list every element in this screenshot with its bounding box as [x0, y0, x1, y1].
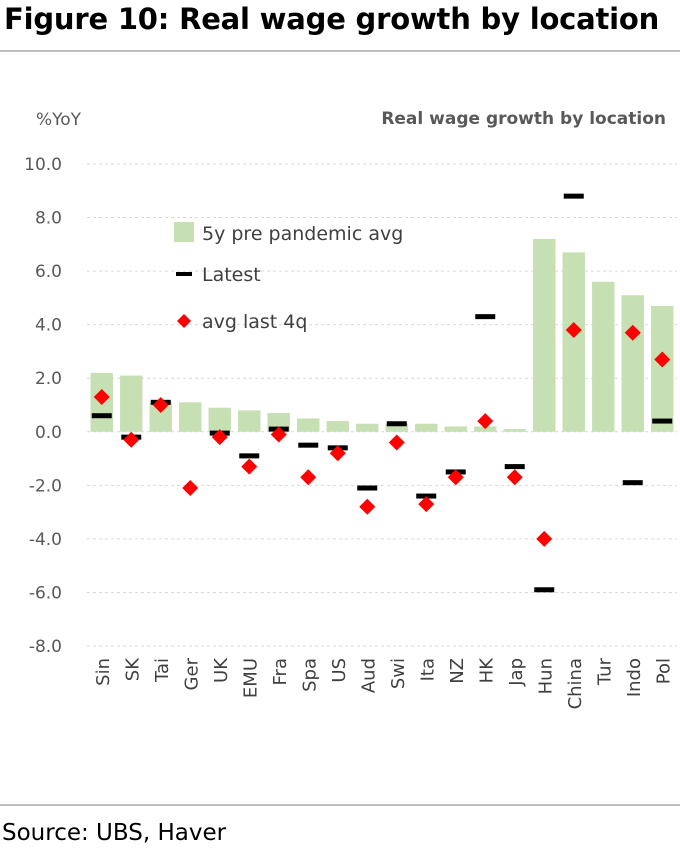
legend-swatch-avg	[177, 314, 191, 328]
avg-last-4q-marker	[270, 426, 287, 443]
legend-label-avg: avg last 4q	[202, 311, 307, 333]
top-divider	[0, 50, 680, 52]
y-tick-label: -2.0	[29, 476, 62, 496]
latest-marker	[298, 442, 319, 448]
category-label: Ita	[417, 658, 438, 681]
avg-last-4q-marker	[329, 445, 346, 462]
y-tick-label: 4.0	[35, 316, 62, 336]
y-tick-label: -8.0	[29, 637, 62, 657]
avg-last-4q-marker	[536, 530, 553, 547]
bar	[356, 423, 379, 432]
avg-last-4q-marker	[123, 431, 140, 448]
latest-series	[91, 193, 673, 593]
legend-label-latest: Latest	[202, 264, 261, 286]
bar	[208, 407, 231, 432]
legend: 5y pre pandemic avg Latest avg last 4q	[174, 222, 403, 333]
bar	[385, 423, 408, 432]
category-label: Indo	[624, 658, 645, 697]
y-tick-label: 6.0	[35, 262, 62, 282]
y-axis-unit-label: %YoY	[36, 110, 82, 130]
latest-marker	[91, 413, 112, 419]
category-label: Sin	[93, 658, 114, 686]
bar	[179, 402, 202, 432]
legend-swatch-latest	[176, 272, 192, 276]
latest-marker	[475, 314, 496, 320]
category-label: Spa	[299, 658, 320, 692]
chart-title: Real wage growth by location	[381, 109, 666, 129]
bar	[326, 421, 349, 432]
legend-swatch-bar	[174, 222, 194, 242]
avg-last-4q-marker	[447, 469, 464, 486]
bar	[651, 305, 674, 432]
avg-last-4q-marker	[565, 322, 582, 339]
avg-last-4q-marker	[418, 496, 435, 513]
latest-marker	[534, 587, 555, 593]
bar	[562, 252, 585, 432]
y-tick-label: 2.0	[35, 369, 62, 389]
bar	[297, 418, 320, 432]
category-label: Ger	[181, 657, 202, 690]
real-wage-chart: %YoY Real wage growth by location 10.0 8.…	[24, 109, 677, 710]
latest-marker	[563, 193, 584, 199]
avg-last-4q-marker	[300, 469, 317, 486]
category-label: Jap	[506, 658, 527, 687]
latest-marker	[239, 453, 260, 459]
category-label: China	[565, 658, 586, 709]
y-tick-label: -6.0	[29, 583, 62, 603]
source-note: Source: UBS, Haver	[2, 820, 227, 846]
category-label: HK	[476, 657, 497, 684]
bar	[533, 238, 556, 432]
bottom-divider	[0, 804, 680, 806]
avg-last-4q-marker	[388, 434, 405, 451]
avg-last-4q-marker	[182, 480, 199, 497]
category-label: US	[329, 658, 350, 683]
category-label: Aud	[358, 658, 379, 693]
avg-last-4q-series	[93, 322, 671, 547]
avg-last-4q-marker	[152, 397, 169, 413]
y-tick-label: 10.0	[24, 155, 62, 175]
category-label: Tur	[594, 657, 615, 686]
legend-label-bar: 5y pre pandemic avg	[202, 223, 403, 245]
y-axis-ticks: 10.0 8.0 6.0 4.0 2.0 0.0 -2.0 -4.0 -6.0 -8.0	[24, 155, 62, 657]
y-tick-label: -4.0	[29, 530, 62, 550]
category-label: Fra	[270, 658, 291, 685]
latest-marker	[357, 485, 378, 491]
avg-last-4q-marker	[477, 413, 494, 430]
avg-last-4q-marker	[93, 388, 110, 405]
y-tick-label: 0.0	[35, 423, 62, 443]
latest-marker	[416, 493, 437, 499]
latest-marker	[504, 464, 525, 470]
bar	[444, 426, 467, 432]
latest-marker	[622, 480, 643, 486]
bar	[238, 410, 261, 432]
figure-title: Figure 10: Real wage growth by location	[4, 2, 660, 36]
bar	[149, 402, 172, 432]
category-label: EMU	[240, 658, 261, 698]
x-axis-categories: Sin SK Tai Ger UK EMU Fra Spa US Aud Swi Ita NZ HK Jap…	[93, 657, 675, 710]
avg-last-4q-marker	[211, 429, 228, 446]
category-label: Pol	[653, 658, 674, 684]
y-tick-label: 8.0	[35, 209, 62, 229]
bar	[474, 426, 497, 432]
avg-last-4q-marker	[506, 469, 523, 486]
category-label: NZ	[447, 658, 468, 684]
latest-marker	[652, 418, 673, 424]
bar	[592, 281, 615, 432]
category-label: Swi	[388, 658, 409, 689]
avg-last-4q-marker	[241, 458, 258, 475]
category-label: UK	[211, 657, 232, 683]
latest-marker	[386, 421, 407, 427]
category-label: SK	[122, 657, 143, 681]
category-label: Hun	[535, 658, 556, 694]
bar-series	[90, 238, 674, 432]
avg-last-4q-marker	[359, 498, 376, 515]
bar	[621, 295, 644, 432]
bar	[503, 429, 526, 432]
bar	[415, 423, 438, 432]
avg-last-4q-marker	[654, 351, 671, 368]
category-label: Tai	[152, 658, 173, 683]
bar	[120, 375, 143, 432]
avg-last-4q-marker	[624, 324, 641, 341]
